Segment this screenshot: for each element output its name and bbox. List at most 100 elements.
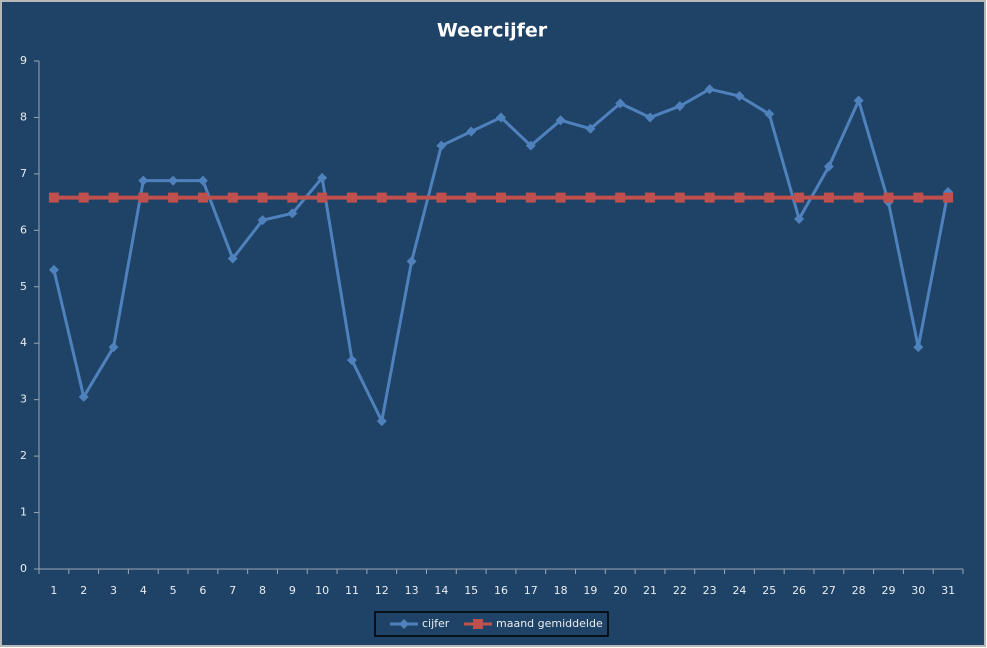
data-point (496, 192, 506, 203)
data-point (227, 192, 238, 203)
data-point (913, 342, 924, 353)
x-tick-label: 19 (583, 584, 597, 597)
legend-marker (399, 619, 409, 629)
x-tick-label: 24 (732, 584, 746, 597)
x-tick-label: 7 (229, 584, 236, 597)
data-point (227, 253, 238, 264)
x-tick-label: 5 (170, 584, 177, 597)
data-point (466, 192, 477, 203)
x-tick-label: 3 (110, 584, 117, 597)
y-tick-label: 3 (20, 393, 27, 406)
data-point (615, 192, 626, 203)
x-tick-label: 30 (911, 584, 925, 597)
x-tick-label: 10 (315, 584, 329, 597)
x-tick-label: 6 (199, 584, 206, 597)
data-point (823, 192, 834, 203)
data-point (555, 192, 566, 203)
data-point (764, 109, 775, 120)
data-point (48, 192, 59, 203)
data-point (674, 192, 685, 203)
y-tick-label: 8 (20, 110, 27, 123)
x-tick-label: 16 (494, 584, 508, 597)
data-point (734, 192, 745, 203)
data-point (674, 101, 685, 112)
data-point (794, 214, 805, 225)
data-point (406, 256, 417, 267)
x-tick-label: 13 (405, 584, 419, 597)
data-point (346, 355, 357, 366)
y-tick-label: 6 (20, 223, 27, 236)
data-point (168, 175, 179, 186)
data-point (645, 192, 656, 203)
data-point (853, 95, 864, 106)
y-tick-label: 9 (20, 54, 27, 67)
data-point (168, 192, 179, 203)
data-point (108, 192, 119, 203)
x-tick-label: 20 (613, 584, 627, 597)
data-point (138, 192, 149, 203)
y-tick-label: 7 (20, 167, 27, 180)
data-point (466, 126, 477, 137)
x-tick-label: 22 (673, 584, 687, 597)
data-point (317, 192, 328, 203)
x-tick-label: 14 (434, 584, 448, 597)
data-point (138, 175, 149, 186)
data-point (78, 192, 89, 203)
data-point (108, 342, 119, 353)
legend-label: cijfer (422, 617, 450, 630)
data-point (734, 90, 745, 101)
data-point (555, 115, 566, 126)
data-point (197, 192, 208, 203)
x-tick-label: 18 (554, 584, 568, 597)
legend (374, 611, 609, 637)
y-tick-label: 2 (20, 449, 27, 462)
data-point (794, 192, 805, 203)
data-point (317, 172, 328, 183)
x-tick-label: 2 (80, 584, 87, 597)
data-point (48, 264, 59, 275)
data-point (764, 192, 775, 203)
x-tick-label: 11 (345, 584, 359, 597)
x-tick-label: 1 (50, 584, 57, 597)
data-point (585, 123, 596, 134)
data-point (257, 215, 268, 226)
data-point (287, 192, 298, 203)
x-tick-label: 23 (703, 584, 717, 597)
legend-label: maand gemiddelde (496, 617, 603, 630)
data-point (704, 84, 715, 95)
data-point (496, 112, 506, 123)
y-tick-label: 4 (20, 336, 27, 349)
data-point (376, 416, 387, 427)
x-tick-label: 15 (464, 584, 478, 597)
x-tick-label: 4 (140, 584, 147, 597)
data-point (78, 391, 89, 402)
chart-title: Weercijfer (437, 20, 548, 42)
data-point (704, 192, 715, 203)
x-tick-label: 31 (941, 584, 955, 597)
data-point (257, 192, 268, 203)
x-tick-label: 28 (852, 584, 866, 597)
data-point (197, 175, 208, 186)
data-point (943, 192, 954, 203)
data-point (615, 98, 626, 109)
x-tick-label: 8 (259, 584, 266, 597)
data-point (645, 112, 656, 123)
x-tick-label: 21 (643, 584, 657, 597)
data-point (913, 192, 924, 203)
x-tick-label: 27 (822, 584, 836, 597)
data-point (823, 161, 834, 172)
data-point (346, 192, 357, 203)
y-tick-label: 5 (20, 280, 27, 293)
data-point (436, 140, 447, 151)
data-point (436, 192, 447, 203)
x-tick-label: 26 (792, 584, 806, 597)
x-tick-label: 9 (289, 584, 296, 597)
legend-marker (473, 619, 483, 629)
y-tick-label: 1 (20, 506, 27, 519)
y-tick-label: 0 (20, 562, 27, 575)
data-point (406, 192, 417, 203)
x-tick-label: 12 (375, 584, 389, 597)
data-point (853, 192, 864, 203)
